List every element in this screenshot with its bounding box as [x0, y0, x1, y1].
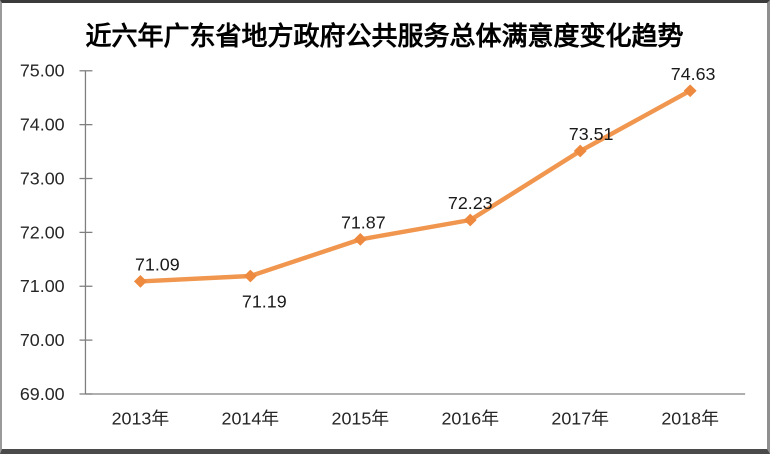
data-label: 71.09 — [135, 255, 180, 275]
data-label: 72.23 — [448, 193, 493, 213]
x-axis-label: 2015年 — [332, 409, 390, 429]
chart-title: 近六年广东省地方政府公共服务总体满意度变化趋势 — [85, 22, 684, 52]
data-point-marker — [243, 269, 257, 283]
series-line — [138, 88, 693, 284]
y-axis-label: 72.00 — [20, 222, 65, 242]
y-axis-label: 73.00 — [20, 169, 65, 189]
x-axis-label: 2013年 — [112, 409, 170, 429]
data-label: 74.63 — [671, 64, 716, 84]
data-point-marker — [353, 233, 367, 246]
data-label: 71.87 — [341, 213, 386, 233]
y-axis-label: 69.00 — [20, 384, 65, 404]
data-point-marker — [133, 275, 147, 288]
x-axis-label: 2016年 — [441, 409, 499, 429]
x-axis-label: 2017年 — [551, 409, 609, 429]
y-axis-label: 71.00 — [20, 276, 65, 296]
x-axis-label: 2014年 — [222, 409, 280, 429]
y-axis-label: 74.00 — [20, 115, 65, 135]
data-label: 73.51 — [569, 124, 614, 144]
x-axis-label: 2018年 — [661, 409, 719, 429]
y-axis-label: 70.00 — [20, 330, 65, 350]
line-chart: 75.00 74.00 73.00 72.00 71.00 70.00 69.00 2013年… — [20, 61, 746, 429]
data-point-marker — [683, 84, 697, 98]
data-label: 71.19 — [242, 292, 287, 312]
y-axis-label: 75.00 — [20, 61, 65, 81]
